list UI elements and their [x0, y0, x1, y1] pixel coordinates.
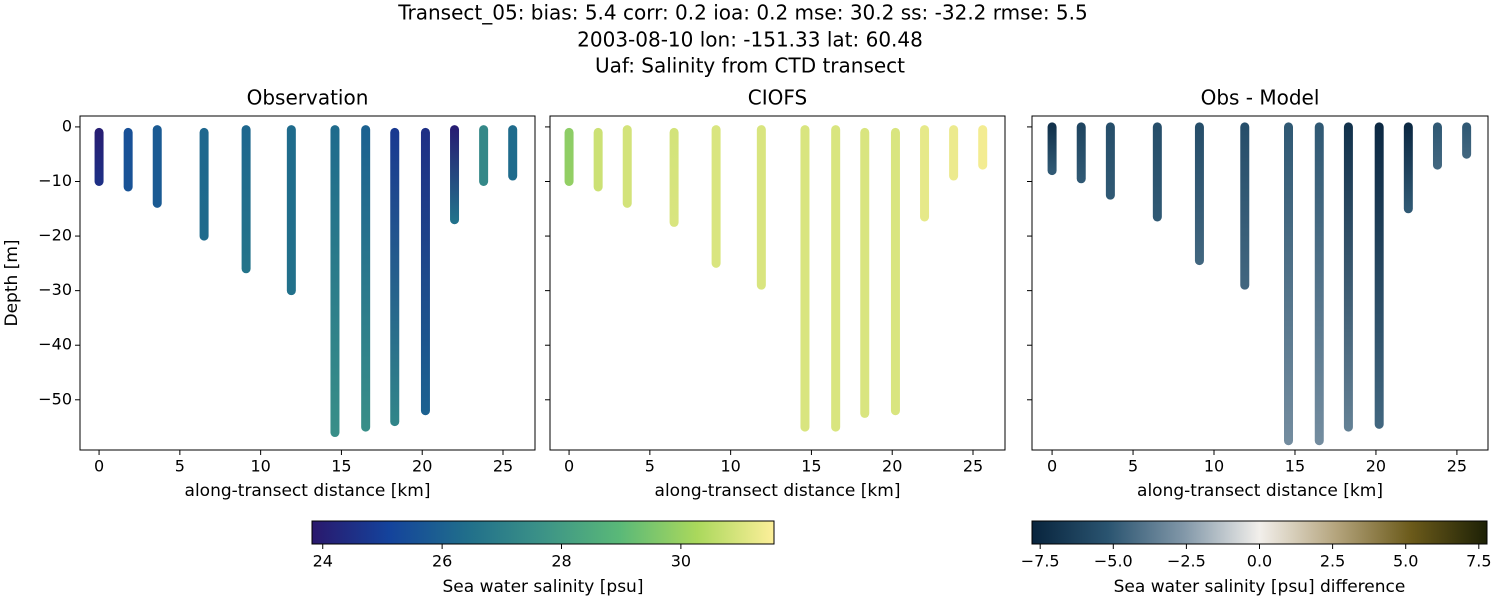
x-tick-label: 20: [1366, 457, 1386, 476]
axes-frame: [1031, 115, 1489, 451]
x-axis-label: along-transect distance [km]: [655, 481, 901, 501]
y-tick-label: −10: [38, 171, 72, 190]
colorbar-tick-label: 28: [551, 552, 571, 571]
colorbar-tick-label: −7.5: [1021, 552, 1060, 571]
colorbar-tick-label: 30: [671, 552, 691, 571]
panel-title: CIOFS: [748, 86, 807, 110]
colorbar-tick-label: 26: [432, 552, 452, 571]
x-tick-label: 15: [331, 457, 351, 476]
y-axis-label: Depth [m]: [2, 239, 22, 326]
colorbar-label: Sea water salinity [psu] difference: [1114, 577, 1406, 597]
figure-title: Transect_05: bias: 5.4 corr: 0.2 ioa: 0.…: [397, 1, 1087, 25]
colorbar-tick-label: 5.0: [1393, 552, 1418, 571]
colorbar: [311, 520, 775, 545]
x-tick-label: 20: [412, 457, 432, 476]
colorbar: [1031, 520, 1488, 545]
x-tick-label: 10: [720, 457, 740, 476]
x-tick-label: 0: [94, 457, 104, 476]
x-tick-label: 0: [1047, 457, 1057, 476]
x-tick-label: 25: [1447, 457, 1467, 476]
x-tick-label: 0: [564, 457, 574, 476]
x-tick-label: 5: [175, 457, 185, 476]
axes-frame: [549, 115, 1006, 451]
figure-subtitle: Uaf: Salinity from CTD transect: [595, 54, 905, 78]
panel-title: Obs - Model: [1201, 86, 1320, 110]
figure-subtitle: 2003-08-10 lon: -151.33 lat: 60.48: [577, 28, 923, 52]
x-axis-label: along-transect distance [km]: [1137, 481, 1383, 501]
x-tick-label: 20: [882, 457, 902, 476]
x-tick-label: 15: [801, 457, 821, 476]
x-tick-label: 25: [493, 457, 513, 476]
x-axis-label: along-transect distance [km]: [185, 481, 431, 501]
axes-frame: [79, 115, 536, 451]
y-tick-label: −30: [38, 280, 72, 299]
colorbar-tick-label: 2.5: [1320, 552, 1345, 571]
colorbar-tick-label: 7.5: [1466, 552, 1491, 571]
x-tick-label: 25: [963, 457, 983, 476]
x-tick-label: 5: [645, 457, 655, 476]
x-tick-label: 5: [1128, 457, 1138, 476]
colorbar-tick-label: 24: [313, 552, 333, 571]
y-tick-label: −50: [38, 389, 72, 408]
colorbar-tick-label: −5.0: [1094, 552, 1133, 571]
y-tick-label: −20: [38, 226, 72, 245]
x-tick-label: 10: [1204, 457, 1224, 476]
x-tick-label: 10: [250, 457, 270, 476]
colorbar-label: Sea water salinity [psu]: [443, 577, 644, 597]
y-tick-label: 0: [62, 116, 72, 135]
x-tick-label: 15: [1285, 457, 1305, 476]
colorbar-tick-label: 0.0: [1247, 552, 1272, 571]
colorbar-tick-label: −2.5: [1167, 552, 1206, 571]
panel-title: Observation: [247, 86, 369, 110]
y-tick-label: −40: [38, 335, 72, 354]
